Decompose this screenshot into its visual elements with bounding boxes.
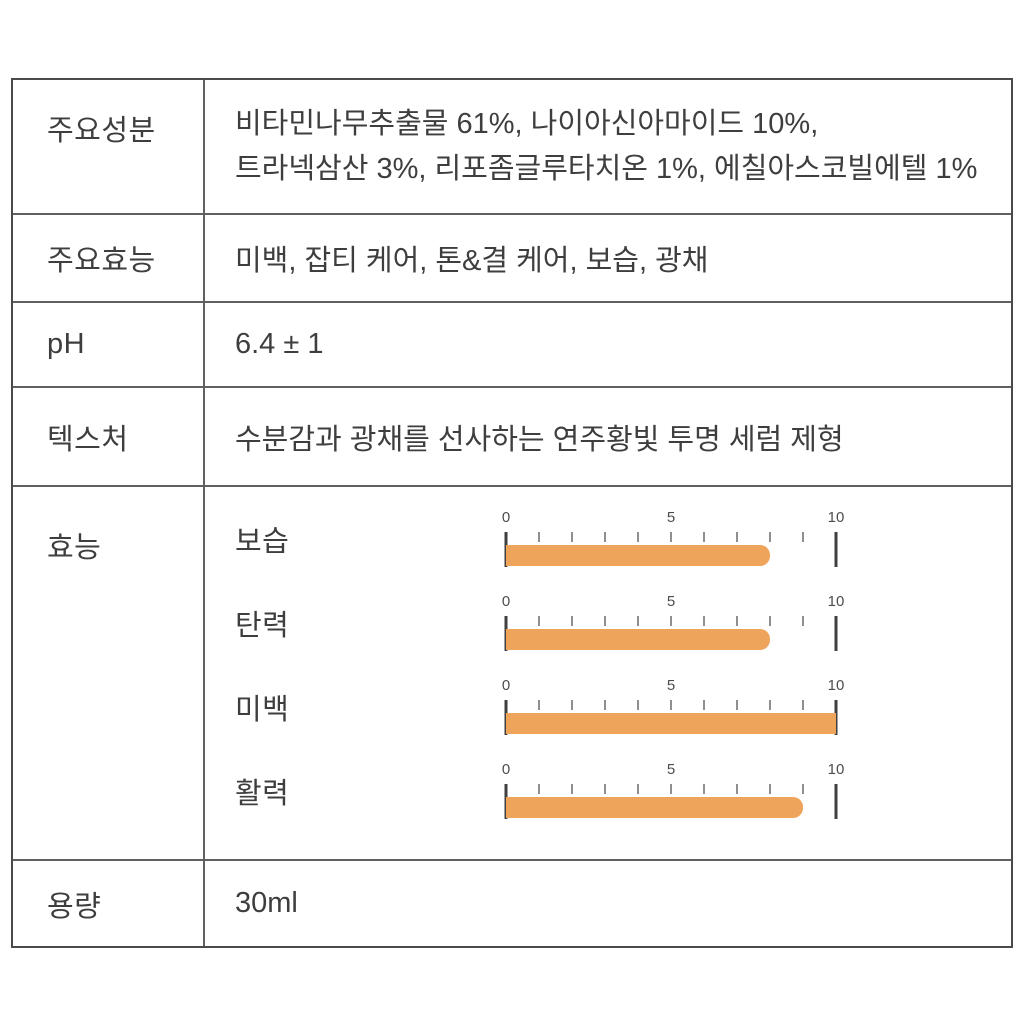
efficacy-chart-row: 미백 0 5 10: [235, 677, 1011, 736]
ph-value: 6.4 ± 1: [235, 328, 324, 360]
product-spec-table: 주요성분 비타민나무추출물 61%, 나이아신아마이드 10%, 트라넥삼산 3…: [11, 78, 1013, 948]
scale-minor-tick: [703, 616, 705, 626]
scale-minor-tick: [703, 700, 705, 710]
scale-minor-tick: [637, 616, 639, 626]
row-label-texture: 텍스처: [13, 388, 205, 485]
scale-tick-label-10: 10: [827, 593, 845, 610]
scale-tick-label-0: 0: [501, 761, 511, 778]
scale-minor-tick: [571, 616, 573, 626]
texture-value: 수분감과 광채를 선사하는 연주황빛 투명 세럼 제형: [235, 423, 844, 456]
scale-minor-tick: [571, 532, 573, 542]
efficacy-bar-scale: 0 5 10: [502, 593, 845, 652]
scale-minor-tick: [802, 700, 804, 710]
scale-minor-tick: [604, 616, 606, 626]
scale-numbers: 0 5 10: [502, 761, 845, 784]
efficacy-bar: [506, 713, 836, 734]
scale-minor-tick: [637, 700, 639, 710]
scale-major-tick-end: [834, 532, 838, 567]
volume-value: 30ml: [235, 887, 298, 919]
scale-tick-label-0: 0: [501, 509, 511, 526]
efficacy-chart-row: 활력 0 5 10: [235, 761, 1011, 820]
scale-tick-label-10: 10: [827, 509, 845, 526]
scale-ruler: [504, 532, 838, 568]
row-label-main-ingredients: 주요성분: [13, 80, 205, 213]
scale-numbers: 0 5 10: [502, 677, 845, 700]
main-ingredients-line-1: 비타민나무추출물 61%, 나이아신아마이드 10%,: [235, 107, 819, 140]
row-main-ingredients: 주요성분 비타민나무추출물 61%, 나이아신아마이드 10%, 트라넥삼산 3…: [13, 80, 1011, 215]
efficacy-charts: 보습 0 5 10 탄력 0 5 10: [205, 487, 1011, 859]
scale-tick-label-10: 10: [827, 761, 845, 778]
row-volume: 용량 30ml: [13, 861, 1011, 946]
scale-minor-tick: [637, 784, 639, 794]
scale-major-tick-end: [834, 616, 838, 651]
efficacy-bar: [506, 545, 770, 566]
efficacy-bar-scale: 0 5 10: [502, 677, 845, 736]
row-label-efficacy: 효능: [13, 487, 205, 859]
scale-ruler: [504, 700, 838, 736]
scale-numbers: 0 5 10: [502, 593, 845, 616]
scale-minor-tick: [571, 700, 573, 710]
scale-minor-tick: [736, 616, 738, 626]
scale-tick-label-5: 5: [666, 761, 676, 778]
scale-tick-label-0: 0: [501, 677, 511, 694]
scale-minor-tick: [736, 784, 738, 794]
efficacy-bar-label: 미백: [235, 693, 290, 726]
row-main-effects: 주요효능 미백, 잡티 케어, 톤&결 케어, 보습, 광채: [13, 215, 1011, 303]
scale-minor-tick: [802, 784, 804, 794]
scale-minor-tick: [769, 700, 771, 710]
scale-minor-tick: [703, 532, 705, 542]
scale-minor-tick: [769, 616, 771, 626]
row-efficacy: 효능 보습 0 5 10 탄력 0 5 10: [13, 487, 1011, 861]
scale-minor-tick: [604, 700, 606, 710]
efficacy-bar-scale: 0 5 10: [502, 509, 845, 568]
efficacy-bar-scale: 0 5 10: [502, 761, 845, 820]
scale-minor-tick: [670, 532, 672, 542]
scale-numbers: 0 5 10: [502, 509, 845, 532]
efficacy-bar-label: 보습: [235, 525, 290, 558]
scale-minor-tick: [802, 532, 804, 542]
main-ingredients-value: 비타민나무추출물 61%, 나이아신아마이드 10%, 트라넥삼산 3%, 리포…: [205, 80, 1011, 213]
scale-minor-tick: [604, 532, 606, 542]
row-label-ph: pH: [13, 303, 205, 386]
scale-minor-tick: [538, 700, 540, 710]
scale-tick-label-0: 0: [501, 593, 511, 610]
efficacy-bar-label: 탄력: [235, 609, 290, 642]
efficacy-chart-row: 탄력 0 5 10: [235, 593, 1011, 652]
scale-minor-tick: [670, 784, 672, 794]
scale-tick-label-5: 5: [666, 509, 676, 526]
main-effects-value: 미백, 잡티 케어, 톤&결 케어, 보습, 광채: [235, 245, 709, 277]
scale-tick-label-10: 10: [827, 677, 845, 694]
scale-ruler: [504, 784, 838, 820]
scale-minor-tick: [736, 700, 738, 710]
scale-tick-label-5: 5: [666, 677, 676, 694]
scale-ruler: [504, 616, 838, 652]
row-texture: 텍스처 수분감과 광채를 선사하는 연주황빛 투명 세럼 제형: [13, 388, 1011, 487]
efficacy-bar: [506, 629, 770, 650]
scale-minor-tick: [637, 532, 639, 542]
scale-tick-label-5: 5: [666, 593, 676, 610]
scale-major-tick-end: [834, 784, 838, 819]
scale-major-tick-end: [834, 700, 838, 735]
scale-minor-tick: [802, 616, 804, 626]
row-ph: pH 6.4 ± 1: [13, 303, 1011, 388]
scale-minor-tick: [670, 616, 672, 626]
efficacy-bar-label: 활력: [235, 777, 290, 810]
scale-minor-tick: [571, 784, 573, 794]
efficacy-bar: [506, 797, 803, 818]
scale-minor-tick: [769, 532, 771, 542]
scale-minor-tick: [736, 532, 738, 542]
row-label-main-effects: 주요효능: [13, 215, 205, 301]
main-ingredients-line-2: 트라넥삼산 3%, 리포좀글루타치온 1%, 에칠아스코빌에텔 1%: [235, 152, 978, 185]
scale-minor-tick: [538, 616, 540, 626]
row-label-volume: 용량: [13, 861, 205, 946]
scale-minor-tick: [604, 784, 606, 794]
scale-minor-tick: [670, 700, 672, 710]
scale-minor-tick: [703, 784, 705, 794]
efficacy-chart-row: 보습 0 5 10: [235, 509, 1011, 568]
scale-minor-tick: [769, 784, 771, 794]
scale-minor-tick: [538, 784, 540, 794]
scale-minor-tick: [538, 532, 540, 542]
